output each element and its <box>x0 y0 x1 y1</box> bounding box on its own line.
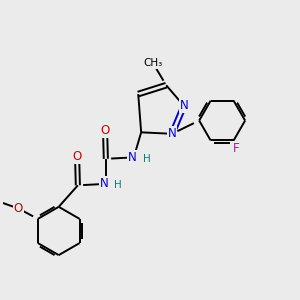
Text: N: N <box>100 177 109 190</box>
Text: H: H <box>143 154 151 164</box>
Text: O: O <box>14 202 23 215</box>
Text: N: N <box>128 151 137 164</box>
Text: N: N <box>179 99 188 112</box>
Text: H: H <box>114 180 122 190</box>
Text: N: N <box>168 127 176 140</box>
Text: O: O <box>100 124 110 137</box>
Text: F: F <box>233 142 240 155</box>
Text: O: O <box>73 150 82 163</box>
Text: CH₃: CH₃ <box>143 58 163 68</box>
